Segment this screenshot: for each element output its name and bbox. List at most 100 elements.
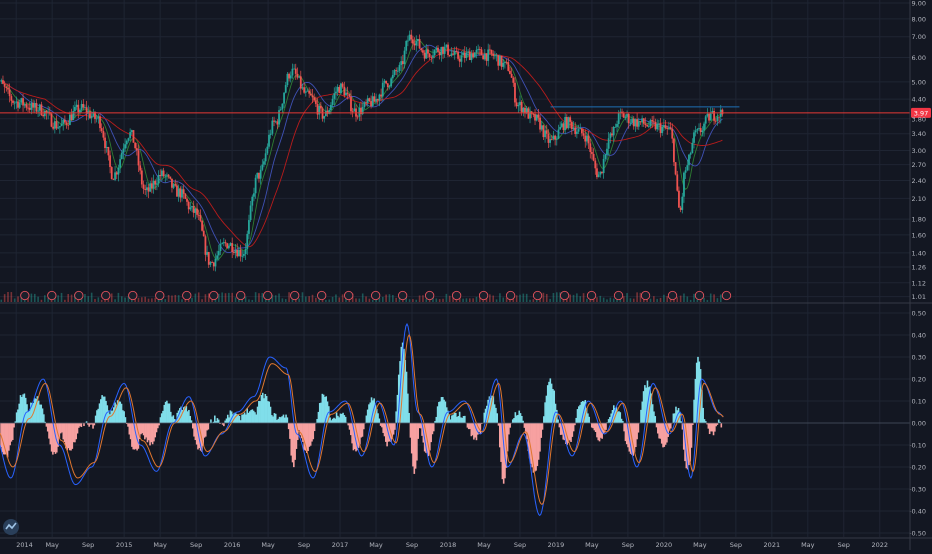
candle-body xyxy=(51,114,53,127)
candle-body xyxy=(288,74,290,79)
candle-body xyxy=(66,122,68,124)
volume-bar xyxy=(579,296,581,302)
candle-body xyxy=(134,143,136,148)
price-tick-label: 1.80 xyxy=(912,216,926,224)
volume-bar xyxy=(640,293,642,302)
candle-body xyxy=(444,47,446,54)
candle-body xyxy=(163,171,165,177)
candle-body xyxy=(588,136,590,144)
candle-body xyxy=(653,121,655,122)
candle-body xyxy=(241,256,243,257)
volume-bar xyxy=(164,299,166,302)
candle-body xyxy=(616,124,618,127)
candle-body xyxy=(338,87,340,93)
oscillator-histogram-bar xyxy=(223,423,225,426)
candle-body xyxy=(5,87,7,88)
candle-body xyxy=(643,118,645,123)
candle-body xyxy=(392,75,394,78)
volume-bar xyxy=(278,294,280,302)
candle-body xyxy=(571,122,573,129)
candle-body xyxy=(312,95,314,97)
volume-bar xyxy=(523,294,525,302)
candle-body xyxy=(630,123,632,124)
candle-body xyxy=(278,110,280,124)
candle-body xyxy=(618,113,620,124)
oscillator-histogram-bar xyxy=(670,423,672,429)
candle-body xyxy=(390,78,392,86)
time-tick-label: May xyxy=(693,541,707,549)
candle-body xyxy=(295,69,297,74)
candle-body xyxy=(589,143,591,152)
candle-body xyxy=(220,244,222,251)
candle-body xyxy=(96,118,98,119)
candle-body xyxy=(548,134,550,143)
candle-body xyxy=(476,50,478,53)
candle-body xyxy=(389,86,391,87)
candle-body xyxy=(111,167,113,179)
candle-body xyxy=(583,133,585,135)
volume-bar xyxy=(7,292,9,302)
candle-body xyxy=(623,113,625,117)
volume-bar xyxy=(462,299,464,302)
candle-body xyxy=(680,208,682,210)
candle-body xyxy=(363,102,365,107)
volume-bar xyxy=(369,299,371,302)
candle-body xyxy=(56,121,58,128)
volume-bar xyxy=(41,300,43,302)
tradingview-logo-icon[interactable] xyxy=(3,519,19,535)
earnings-e-icon xyxy=(452,291,460,299)
price-tick-label: 3.00 xyxy=(912,147,926,155)
candle-body xyxy=(646,125,648,126)
volume-bar xyxy=(118,293,120,302)
candle-body xyxy=(695,130,697,132)
volume-bar xyxy=(228,293,230,302)
candle-body xyxy=(658,124,660,125)
candle-body xyxy=(509,71,511,74)
candle-body xyxy=(20,98,22,102)
candle-body xyxy=(121,153,123,159)
volume-bar xyxy=(111,293,113,302)
osc-tick-label: 0.40 xyxy=(912,332,926,340)
candle-body xyxy=(81,104,83,110)
candle-body xyxy=(432,55,434,57)
volume-bar xyxy=(251,300,253,302)
volume-bar xyxy=(449,296,451,302)
candle-body xyxy=(201,221,203,231)
volume-bar xyxy=(707,300,709,302)
candle-body xyxy=(298,76,300,77)
volume-bar xyxy=(275,295,277,302)
candle-body xyxy=(36,103,38,111)
candle-body xyxy=(171,179,173,188)
oscillator-histogram-bar xyxy=(83,423,85,426)
volume-bar xyxy=(676,297,678,302)
candle-body xyxy=(437,48,439,52)
price-tick-label: 1.26 xyxy=(912,263,926,271)
candle-body xyxy=(146,187,148,190)
candle-body xyxy=(660,124,662,133)
candle-body xyxy=(377,99,379,100)
volume-bar xyxy=(77,300,79,302)
candle-body xyxy=(62,120,64,124)
moving-average-slow xyxy=(1,48,722,247)
candle-body xyxy=(221,243,223,244)
candle-body xyxy=(293,69,295,70)
candle-body xyxy=(532,114,534,115)
volume-bar xyxy=(201,299,203,302)
candle-body xyxy=(549,139,551,143)
volume-bar xyxy=(71,295,73,302)
candle-body xyxy=(174,184,176,185)
candle-body xyxy=(290,75,292,78)
volume-bar xyxy=(412,299,414,302)
volume-bar xyxy=(151,298,153,302)
time-tick-label: Sep xyxy=(406,541,418,549)
price-tick-label: 3.80 xyxy=(912,115,926,123)
candle-body xyxy=(471,53,473,60)
volume-bar xyxy=(94,299,96,302)
candle-body xyxy=(123,149,125,153)
candle-body xyxy=(189,207,191,209)
osc-tick-label: 0.50 xyxy=(912,310,926,318)
candle-body xyxy=(429,54,431,57)
volume-bar xyxy=(178,295,180,302)
candle-body xyxy=(250,206,252,220)
